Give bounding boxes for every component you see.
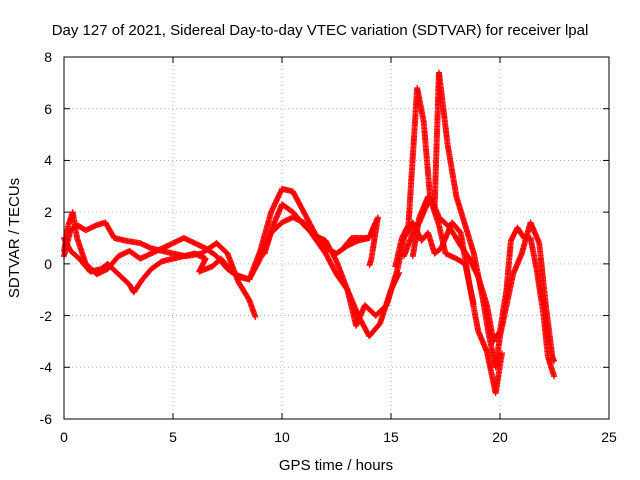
chart-title: Day 127 of 2021, Sidereal Day-to-day VTE… xyxy=(52,22,589,39)
x-axis-label: GPS time / hours xyxy=(279,457,393,474)
data-point xyxy=(252,313,259,320)
series-track-6 xyxy=(409,69,558,371)
series-track-7 xyxy=(401,193,558,380)
x-tick-label: 0 xyxy=(60,429,68,445)
y-tick-label: 8 xyxy=(44,49,52,65)
y-tick-label: 2 xyxy=(44,204,52,220)
y-tick-label: -2 xyxy=(40,308,53,324)
x-tick-labels: 0 5 10 15 20 25 xyxy=(60,429,617,445)
series-track-5 xyxy=(392,85,477,307)
x-tick-label: 15 xyxy=(383,429,399,445)
y-tick-labels: -6 -4 -2 0 2 4 6 8 xyxy=(40,49,53,427)
data-markers xyxy=(61,69,558,397)
x-tick-label: 10 xyxy=(274,429,290,445)
y-axis-label: SDTVAR / TECUs xyxy=(6,178,23,298)
x-tick-label: 25 xyxy=(601,429,617,445)
y-tick-label: 6 xyxy=(44,101,52,117)
data-point xyxy=(551,373,558,380)
x-tick-label: 5 xyxy=(169,429,177,445)
series-track-8 xyxy=(340,214,381,269)
y-tick-label: -6 xyxy=(40,411,53,427)
y-tick-label: 4 xyxy=(44,152,52,168)
y-tick-label: -4 xyxy=(40,359,53,375)
data-point xyxy=(470,300,477,307)
y-tick-label: 0 xyxy=(44,256,52,272)
data-point xyxy=(498,350,505,357)
x-tick-label: 20 xyxy=(492,429,508,445)
